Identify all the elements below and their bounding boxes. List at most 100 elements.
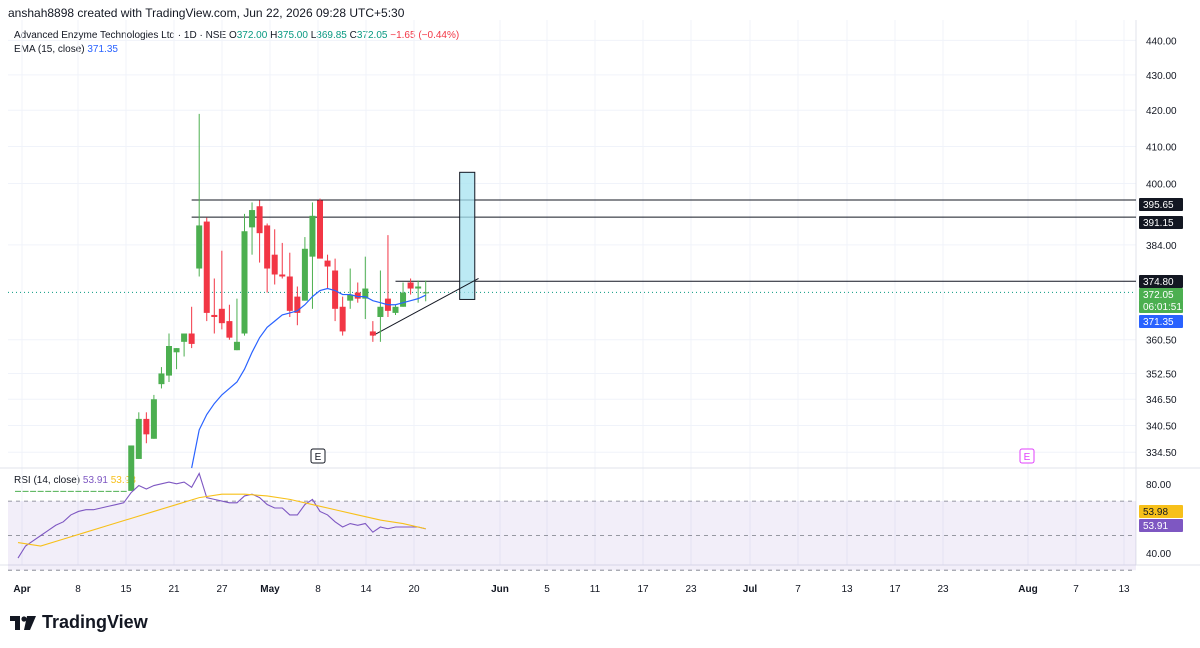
high-label: H — [270, 30, 278, 41]
x-tick-label: 7 — [1073, 584, 1079, 595]
earnings-marker-icon: E — [1019, 448, 1035, 464]
candle-body — [158, 373, 165, 385]
x-tick-label: 7 — [795, 584, 801, 595]
candle — [332, 258, 339, 322]
candle-body — [241, 231, 248, 334]
candle — [362, 256, 369, 320]
candle-body — [37, 490, 44, 492]
candle — [279, 242, 286, 279]
target-box — [459, 171, 476, 300]
price-tick-label: 340.50 — [1146, 421, 1177, 432]
candle-body — [67, 490, 74, 492]
candle-body — [181, 333, 188, 342]
price-tick-label: 440.00 — [1146, 36, 1177, 47]
price-axis-label-text: 391.15 — [1143, 218, 1174, 229]
price-axis-label: 371.35 — [1139, 315, 1183, 328]
candle — [233, 298, 240, 351]
rsi-tick-label: 40.00 — [1146, 549, 1171, 560]
price-axis-label-text: 06:01:51 — [1143, 302, 1182, 313]
x-tick-label: May — [260, 584, 280, 595]
candle-body — [143, 418, 150, 435]
candle-body — [233, 341, 240, 351]
candle-body — [30, 490, 37, 492]
candle — [218, 250, 225, 330]
candle — [324, 254, 331, 289]
candle-body — [422, 292, 429, 294]
candle-body — [218, 308, 225, 324]
candle — [60, 490, 67, 492]
high-value: 375.00 — [277, 30, 308, 41]
candle — [128, 445, 135, 491]
candle — [347, 268, 354, 309]
candle — [15, 490, 21, 492]
candle-body — [369, 331, 376, 336]
chart-header: anshah8898 created with TradingView.com,… — [8, 6, 405, 20]
earnings-marker-letter: E — [1024, 452, 1031, 463]
price-axis-label: 395.65 — [1139, 198, 1183, 211]
candle — [188, 306, 195, 349]
price-tick-label: 352.50 — [1146, 369, 1177, 380]
candle-body — [392, 306, 399, 313]
price-axis-label-bg — [1139, 300, 1183, 313]
ema-label[interactable]: EMA (15, close) — [14, 44, 85, 55]
candle-body — [347, 294, 354, 301]
candle-body — [324, 260, 331, 267]
tradingview-brand[interactable]: TradingView — [10, 612, 148, 633]
candle — [317, 198, 323, 259]
candle-body — [362, 288, 369, 299]
candle-body — [249, 210, 256, 228]
candle-body — [105, 490, 112, 492]
close-value: 372.05 — [356, 30, 388, 41]
rsi-axis-label-text: 53.91 — [1143, 521, 1168, 532]
candle-body — [317, 200, 323, 259]
rsi-band — [8, 501, 1136, 571]
rsi-axis-label: 53.98 — [1139, 505, 1183, 518]
candle-body — [211, 314, 218, 317]
earnings-marker-letter: E — [315, 452, 322, 463]
candle — [286, 252, 293, 317]
symbol-legend: Advanced Enzyme Technologies Ltd · 1D · … — [14, 29, 459, 57]
candle — [392, 304, 399, 315]
brand-name: TradingView — [42, 612, 148, 632]
candle-body — [407, 282, 414, 289]
candle — [294, 286, 301, 326]
candle — [264, 223, 271, 293]
price-tick-label: 410.00 — [1146, 142, 1177, 153]
candle — [30, 490, 37, 492]
candle — [339, 296, 346, 336]
price-tick-label: 400.00 — [1146, 180, 1177, 191]
rsi-axis-label-text: 53.98 — [1143, 507, 1168, 518]
rsi-label[interactable]: RSI (14, close) — [14, 475, 81, 486]
candle-body — [45, 490, 52, 492]
open-label: O — [228, 30, 237, 41]
candle — [211, 278, 218, 334]
candle — [143, 412, 150, 444]
symbol-name[interactable]: Advanced Enzyme Technologies Ltd · 1D · … — [14, 30, 227, 41]
ema-value: 371.35 — [87, 44, 118, 55]
trendline — [372, 278, 479, 337]
candle-body — [279, 274, 286, 277]
candle-body — [98, 490, 105, 492]
price-axis-label: 06:01:51 — [1139, 300, 1183, 313]
rsi-ma-line — [17, 493, 426, 547]
candle-body — [339, 306, 346, 332]
candle-body — [377, 306, 384, 317]
x-tick-label: Jul — [743, 584, 758, 595]
price-tick-label: 334.50 — [1146, 448, 1177, 459]
price-axis-label-text: 372.05 — [1143, 290, 1174, 301]
x-tick-label: Jun — [491, 584, 509, 595]
candle — [249, 202, 256, 255]
candle — [173, 348, 180, 370]
x-tick-label: 27 — [216, 584, 228, 595]
candle — [241, 213, 248, 336]
x-tick-label: 5 — [544, 584, 550, 595]
candle-body — [332, 270, 339, 309]
rsi-line — [17, 472, 426, 559]
candle-body — [309, 215, 316, 257]
candle-body — [264, 225, 271, 269]
candle — [369, 321, 376, 342]
x-tick-label: Aug — [1018, 584, 1037, 595]
tradingview-logo-icon — [10, 615, 36, 630]
earnings-marker-icon: E — [310, 448, 326, 464]
